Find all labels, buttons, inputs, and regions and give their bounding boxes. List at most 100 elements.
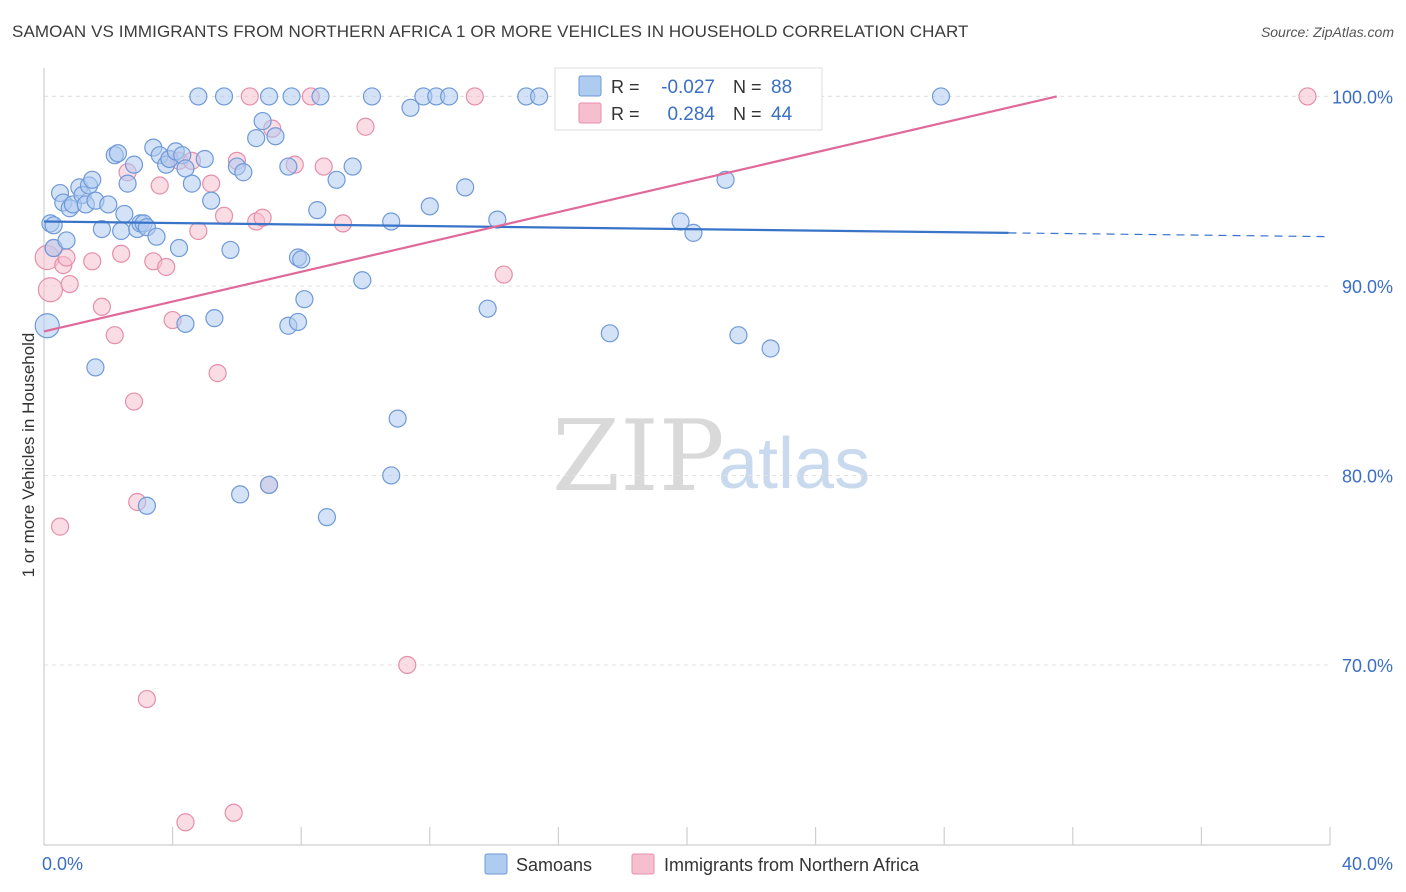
samoans-point — [147, 227, 166, 246]
africa-point — [398, 655, 417, 675]
africa-point — [224, 803, 243, 822]
samoans-point — [34, 313, 60, 339]
africa-point — [176, 813, 195, 832]
africa-point — [92, 297, 111, 316]
africa-point — [356, 117, 375, 136]
samoans-point — [202, 191, 221, 210]
africa-point — [83, 252, 102, 271]
samoans-point — [292, 250, 311, 269]
samoans-point — [189, 87, 208, 106]
samoans-point — [124, 155, 144, 174]
africa-point — [137, 689, 156, 709]
samoans-point — [86, 358, 105, 377]
samoans-point — [343, 157, 362, 176]
samoans-point — [279, 157, 298, 176]
africa-point — [189, 221, 208, 241]
samoans-point — [288, 312, 308, 332]
samoans-point — [221, 240, 240, 260]
samoans-point — [931, 87, 951, 106]
stats-box: R = -0.027 N = 88 R = 0.284 N = 44 — [554, 67, 823, 131]
trend-line-samoans-extension — [1008, 232, 1331, 238]
x-tick-label-max: 40.0% — [1342, 854, 1393, 874]
samoans-point — [382, 212, 401, 231]
stats-swatch-samoans — [578, 75, 602, 97]
samoans-point — [205, 309, 224, 328]
stats-r-label-samoans: R = — [611, 77, 640, 97]
y-tick-label-100: 100.0% — [1332, 87, 1393, 107]
samoans-point — [92, 219, 111, 239]
stats-swatch-africa — [578, 102, 602, 124]
chart-source: Source: ZipAtlas.com — [1260, 24, 1394, 40]
x-ticks — [172, 827, 1331, 845]
africa-point — [214, 206, 234, 225]
africa-point — [465, 87, 484, 106]
africa-point — [202, 174, 221, 193]
samoans-point — [308, 201, 327, 220]
samoans-point — [253, 111, 272, 131]
stats-n-label-samoans: N = — [733, 77, 762, 97]
africa-point — [333, 214, 353, 233]
y-tick-labels: 70.0% 80.0% 90.0% 100.0% — [1332, 87, 1393, 676]
samoans-point — [259, 87, 279, 106]
series-samoans-points — [34, 87, 951, 527]
samoans-point — [761, 339, 780, 358]
samoans-point — [259, 475, 279, 495]
legend-swatch-africa[interactable] — [631, 853, 655, 875]
samoans-point — [108, 144, 128, 163]
samoans-point — [247, 129, 266, 148]
legend-swatch-samoans[interactable] — [484, 853, 508, 875]
samoans-point — [327, 170, 346, 189]
samoans-point — [176, 159, 195, 178]
samoans-point — [488, 210, 507, 229]
samoans-point — [282, 87, 301, 106]
samoans-point — [176, 314, 195, 333]
samoans-point — [684, 223, 703, 242]
africa-point — [60, 274, 79, 294]
samoans-point — [439, 87, 459, 106]
legend: Samoans Immigrants from Northern Africa — [484, 853, 920, 875]
samoans-point — [420, 197, 439, 216]
samoans-point — [137, 496, 156, 515]
x-tick-label-min: 0.0% — [42, 854, 83, 874]
samoans-point — [169, 238, 189, 258]
africa-point — [1298, 87, 1317, 106]
trend-line-samoans — [43, 220, 1009, 234]
africa-point — [37, 277, 64, 303]
y-axis-label: 1 or more Vehicles in Household — [19, 333, 38, 578]
stats-r-label-africa: R = — [611, 104, 640, 124]
y-tick-label-90: 90.0% — [1342, 277, 1393, 297]
africa-point — [240, 87, 259, 106]
samoans-point — [600, 324, 619, 343]
stats-r-value-africa: 0.284 — [667, 104, 715, 125]
stats-n-label-africa: N = — [733, 104, 762, 124]
watermark-zip: ZIP — [552, 400, 725, 514]
samoans-point — [362, 87, 382, 106]
samoans-point — [231, 485, 250, 504]
africa-point — [494, 265, 513, 284]
africa-point — [208, 364, 227, 383]
samoans-point — [382, 466, 401, 485]
legend-label-samoans[interactable]: Samoans — [516, 855, 592, 875]
legend-label-africa[interactable]: Immigrants from Northern Africa — [664, 855, 920, 875]
samoans-point — [115, 204, 134, 224]
samoans-point — [388, 409, 407, 428]
samoans-point — [234, 163, 253, 182]
samoans-point — [729, 326, 748, 345]
samoans-point — [530, 87, 549, 106]
samoans-point — [57, 231, 76, 250]
samoans-point — [112, 221, 131, 241]
stats-r-value-samoans: -0.027 — [661, 77, 715, 98]
y-tick-label-80: 80.0% — [1342, 466, 1393, 486]
africa-point — [150, 176, 169, 195]
samoans-point — [456, 178, 475, 197]
trend-line-africa — [43, 95, 1057, 333]
africa-point — [253, 208, 272, 227]
africa-point — [50, 517, 70, 536]
stats-n-value-africa: 44 — [771, 104, 793, 125]
samoans-point — [311, 87, 330, 106]
africa-point — [314, 157, 333, 176]
africa-point — [105, 326, 124, 345]
samoans-point — [195, 149, 214, 169]
samoans-point — [401, 98, 420, 117]
